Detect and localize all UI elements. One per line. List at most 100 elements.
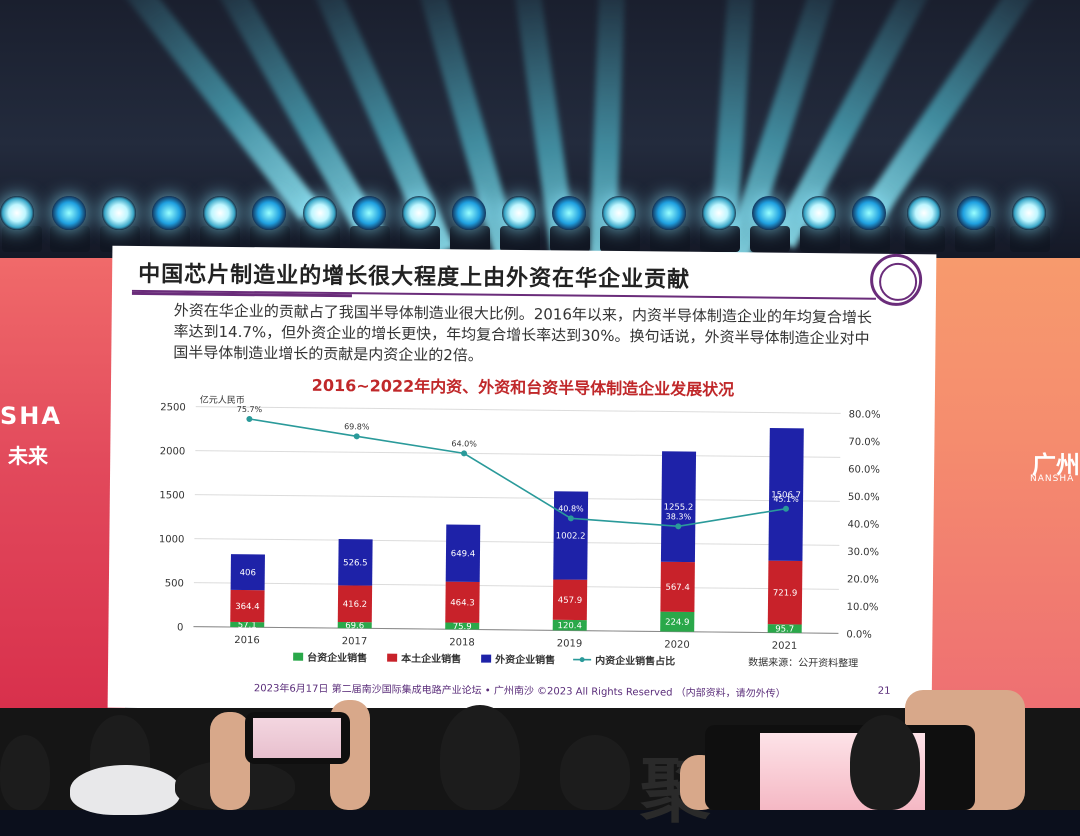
stage-light <box>907 196 941 230</box>
phone-screen <box>253 718 341 758</box>
stage-light <box>1012 196 1046 230</box>
share-point <box>246 416 252 422</box>
bar-value-label: 567.4 <box>665 583 689 593</box>
legend-label: 内资企业销售占比 <box>595 654 675 668</box>
audience-head <box>560 735 630 810</box>
y-left-tick-label: 2500 <box>160 402 186 413</box>
y-right-tick-label: 70.0% <box>848 437 880 448</box>
stage-light <box>0 196 34 230</box>
x-tick-label: 2019 <box>557 638 583 649</box>
legend-swatch <box>481 655 491 663</box>
grid-line <box>196 407 841 414</box>
bar-value-label: 416.2 <box>343 600 367 610</box>
bar-value-label: 120.4 <box>558 621 582 631</box>
stage-light <box>452 196 486 230</box>
bar-value-label: 1002.2 <box>556 531 586 541</box>
smartphone <box>245 712 350 764</box>
stage-light <box>502 196 536 230</box>
y-left-tick-label: 0 <box>177 622 183 633</box>
share-line <box>248 419 787 527</box>
smartphone <box>705 725 975 810</box>
stage-light <box>402 196 436 230</box>
x-tick-label: 2017 <box>342 636 368 647</box>
y-left-tick-label: 500 <box>165 578 184 589</box>
bar-value-label: 95.7 <box>775 624 794 634</box>
university-logo <box>870 254 923 307</box>
bar-value-label: 75.9 <box>453 622 472 632</box>
share-point-label: 69.8% <box>344 422 370 431</box>
stage-light <box>102 196 136 230</box>
y-right-tick-label: 40.0% <box>848 519 880 530</box>
x-tick-label: 2020 <box>664 639 690 650</box>
x-tick-label: 2021 <box>772 641 798 652</box>
legend-label: 本土企业销售 <box>401 652 461 666</box>
stage-light <box>702 196 736 230</box>
bar-value-label: 406 <box>240 568 256 578</box>
x-tick-label: 2016 <box>234 635 260 646</box>
stage-light <box>957 196 991 230</box>
y-right-tick-label: 10.0% <box>847 602 879 613</box>
slide-title: 中国芯片制造业的增长很大程度上由外资在华企业贡献 <box>138 256 690 294</box>
left-banner-subtext: 未来 <box>8 440 48 469</box>
audience-head <box>70 765 180 815</box>
bar-value-label: 69.6 <box>345 621 364 631</box>
stage-light <box>52 196 86 230</box>
legend-label: 外资企业销售 <box>494 653 555 667</box>
stage-light <box>252 196 286 230</box>
legend-swatch <box>387 654 397 662</box>
stage-light <box>152 196 186 230</box>
y-left-tick-label: 2000 <box>160 446 186 457</box>
bar-value-label: 457.9 <box>558 596 582 606</box>
x-tick-label: 2018 <box>449 637 475 648</box>
y-right-tick-label: 50.0% <box>848 492 880 503</box>
source-note: 数据来源：公开资料整理 <box>748 655 858 669</box>
grid-line <box>194 539 839 546</box>
stage-light <box>352 196 386 230</box>
y-right-tick-label: 60.0% <box>848 464 880 475</box>
stage-light <box>802 196 836 230</box>
legend-swatch <box>293 653 303 661</box>
right-led-screen <box>930 258 1080 710</box>
audience-head <box>440 705 520 810</box>
stage-light <box>852 196 886 230</box>
share-point-label: 75.7% <box>237 405 263 414</box>
bar-value-label: 721.9 <box>773 588 797 598</box>
share-point-label: 64.0% <box>451 439 477 448</box>
bar-value-label: 464.3 <box>450 598 474 608</box>
bar-value-label: 224.9 <box>665 618 689 628</box>
y-right-tick-label: 30.0% <box>847 547 879 558</box>
x-axis <box>193 627 838 634</box>
slide-paragraph: 外资在华企业的贡献占了我国半导体制造业很大比例。2016年以来，内资半导体制造企… <box>173 300 874 370</box>
y-left-tick-label: 1500 <box>159 490 185 501</box>
share-point <box>354 433 360 439</box>
audience-head <box>0 735 50 810</box>
stage-lighting-rig <box>0 0 1080 260</box>
stage-light <box>752 196 786 230</box>
audience-hand <box>210 712 250 810</box>
left-led-screen <box>0 258 125 710</box>
right-banner-subtext: NANSHA <box>1030 474 1074 484</box>
left-banner-text: SHA <box>0 402 62 430</box>
share-point-label: 38.3% <box>666 512 692 521</box>
stage-light <box>602 196 636 230</box>
grid-line <box>195 495 840 502</box>
share-point-label: 45.1% <box>773 495 799 504</box>
y-left-tick-label: 1000 <box>159 534 185 545</box>
page-number: 21 <box>878 686 891 697</box>
legend-label: 台资企业销售 <box>307 651 367 665</box>
bar-value-label: 526.5 <box>343 558 367 568</box>
legend-swatch <box>580 657 585 662</box>
stacked-bar-line-chart: 0 500 1000 1500 2000 2500 0.0% 10.0% 20.0% 30.0% 4… <box>148 386 911 684</box>
bar-value-label: 649.4 <box>451 549 475 559</box>
stage-light <box>303 196 337 230</box>
audience-head <box>850 715 920 810</box>
y-right-tick-label: 0.0% <box>846 629 872 640</box>
grid-line <box>194 583 839 590</box>
bar-value-label: 364.4 <box>235 602 259 612</box>
stage-light <box>552 196 586 230</box>
share-point-label: 40.8% <box>558 504 584 513</box>
y-right-tick-label: 20.0% <box>847 574 879 585</box>
presentation-slide: 中国芯片制造业的增长很大程度上由外资在华企业贡献 外资在华企业的贡献占了我国半导… <box>108 246 937 717</box>
y-right-tick-label: 80.0% <box>849 409 881 420</box>
stage-light <box>652 196 686 230</box>
